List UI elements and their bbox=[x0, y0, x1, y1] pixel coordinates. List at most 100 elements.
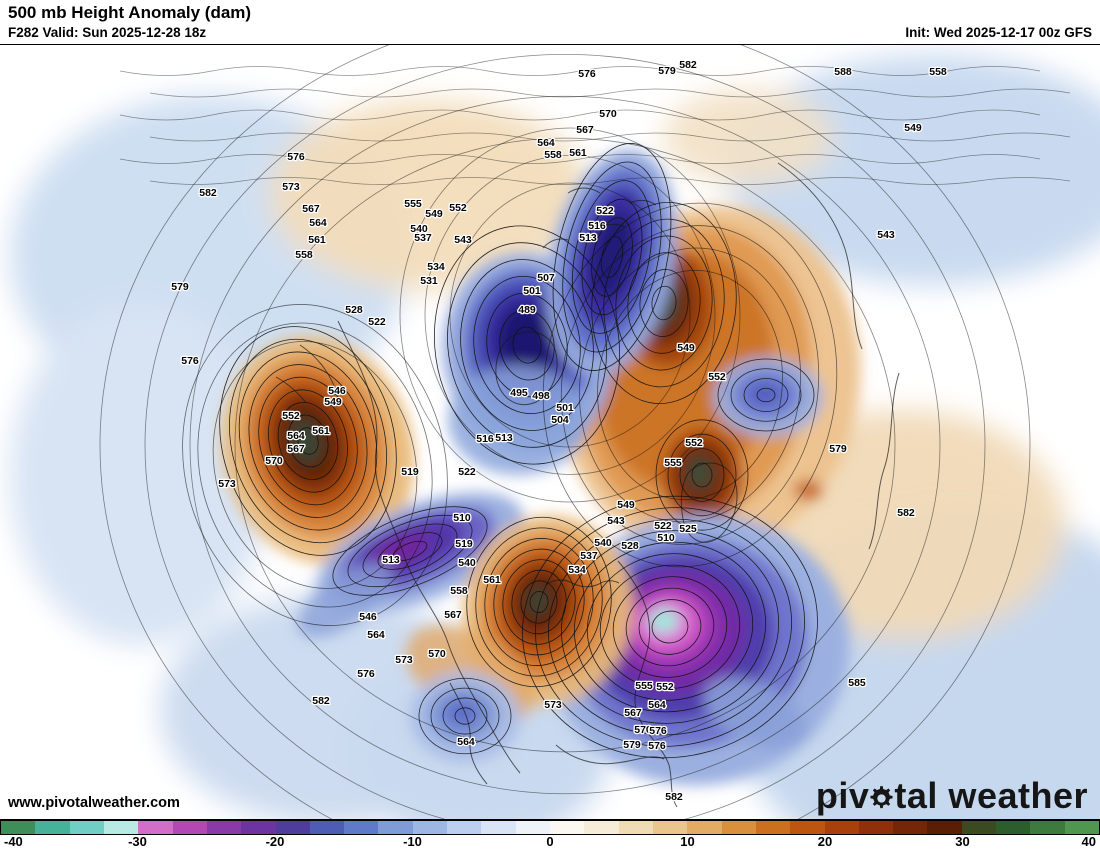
colorbar-segment bbox=[103, 821, 139, 834]
contour-label: 546 bbox=[359, 611, 377, 623]
contour-label: 531 bbox=[420, 275, 438, 287]
colorbar-segment bbox=[69, 821, 104, 834]
contour-label: 537 bbox=[414, 232, 432, 244]
contour-label: 555 bbox=[635, 680, 653, 692]
contour-label: 522 bbox=[654, 520, 672, 532]
colorbar-tick-label: -10 bbox=[403, 834, 422, 849]
contour-label: 513 bbox=[382, 554, 400, 566]
colorbar-tick-label: -30 bbox=[128, 834, 147, 849]
contour-label: 564 bbox=[367, 629, 385, 641]
contour-label: 564 bbox=[648, 699, 666, 711]
contour-label: 516 bbox=[588, 220, 606, 232]
colorbar-segment bbox=[584, 821, 619, 834]
colorbar-segment bbox=[996, 821, 1031, 834]
contour-label: 549 bbox=[324, 396, 342, 408]
colorbar-segment bbox=[927, 821, 962, 834]
contour-label: 564 bbox=[457, 736, 475, 748]
contour-label: 516 bbox=[476, 433, 494, 445]
colorbar: -40 -30 -20 -10 0 10 20 30 40 bbox=[0, 820, 1100, 850]
contour-label: 585 bbox=[848, 677, 866, 689]
contour-label: 582 bbox=[199, 187, 217, 199]
contour-label: 549 bbox=[425, 208, 443, 220]
contour-label: 522 bbox=[368, 316, 386, 328]
colorbar-segment bbox=[1064, 821, 1099, 834]
contour-label: 582 bbox=[312, 695, 330, 707]
contour-label: 549 bbox=[677, 342, 695, 354]
colorbar-segment bbox=[790, 821, 825, 834]
contour-label: 528 bbox=[345, 304, 363, 316]
contour-label: 540 bbox=[458, 557, 476, 569]
colorbar-segment bbox=[35, 821, 70, 834]
contour-label: 561 bbox=[483, 574, 501, 586]
colorbar-segment bbox=[618, 821, 653, 834]
colorbar-segment bbox=[378, 821, 413, 834]
contour-label: 576 bbox=[357, 668, 375, 680]
contour-label: 561 bbox=[569, 147, 587, 159]
contour-label: 579 bbox=[829, 443, 847, 455]
colorbar-tick-label: 10 bbox=[680, 834, 695, 849]
contour-label: 567 bbox=[576, 124, 594, 136]
contour-label: 576 bbox=[648, 740, 666, 752]
pivotal-weather-logo: piv tal weather bbox=[816, 775, 1088, 817]
map-header: 500 mb Height Anomaly (dam) F282 Valid: … bbox=[0, 0, 1100, 44]
contour-label: 543 bbox=[877, 229, 895, 241]
contour-label: 534 bbox=[568, 564, 586, 576]
contour-label: 570 bbox=[265, 455, 283, 467]
colorbar-segment bbox=[1030, 821, 1065, 834]
contour-label: 552 bbox=[449, 202, 467, 214]
colorbar-tick-label: -40 bbox=[4, 834, 23, 849]
contour-label: 573 bbox=[282, 181, 300, 193]
contour-label: 579 bbox=[658, 65, 676, 77]
contour-label: 495 bbox=[510, 387, 528, 399]
colorbar-segment bbox=[241, 821, 276, 834]
colorbar-segment bbox=[550, 821, 585, 834]
contour-label: 579 bbox=[171, 281, 189, 293]
colorbar-tick-label: 20 bbox=[817, 834, 833, 849]
contour-label: 555 bbox=[404, 198, 422, 210]
contour-label: 570 bbox=[599, 108, 617, 120]
contour-label: 567 bbox=[287, 443, 305, 455]
colorbar-tick-label: 40 bbox=[1081, 834, 1096, 849]
background-contours bbox=[119, 66, 1071, 185]
contour-label: 540 bbox=[410, 223, 428, 235]
contour-label: 546 bbox=[328, 385, 346, 397]
contour-label: 549 bbox=[904, 122, 922, 134]
contour-label: 543 bbox=[454, 234, 472, 246]
colorbar-segment bbox=[275, 821, 310, 834]
contour-label: 510 bbox=[657, 532, 675, 544]
contour-label: 552 bbox=[282, 410, 300, 422]
contour-label: 564 bbox=[537, 137, 555, 149]
colorbar-segment bbox=[1, 821, 36, 834]
colorbar-segment bbox=[893, 821, 928, 834]
contour-label: 570 bbox=[428, 648, 446, 660]
contour-label: 558 bbox=[544, 149, 562, 161]
contour-label: 519 bbox=[401, 466, 419, 478]
contour-label: 588 bbox=[834, 66, 852, 78]
colorbar-segment bbox=[206, 821, 242, 834]
contour-label: 567 bbox=[302, 203, 320, 215]
contour-label: 513 bbox=[495, 432, 513, 444]
contour-label: 573 bbox=[218, 478, 236, 490]
contour-label: 513 bbox=[579, 232, 597, 244]
colorbar-segment bbox=[755, 821, 791, 834]
contour-label: 576 bbox=[287, 151, 305, 163]
colorbar-segment bbox=[687, 821, 722, 834]
map-canvas: 582 579 576 588 558 570 567 564 558 561 576 573 582 5… bbox=[0, 44, 1100, 820]
contour-label: 564 bbox=[309, 217, 327, 229]
contour-label: 558 bbox=[450, 585, 468, 597]
init-time-label: Init: Wed 2025-12-17 00z GFS bbox=[905, 25, 1092, 40]
colorbar-segment bbox=[652, 821, 688, 834]
contour-label: 534 bbox=[427, 261, 445, 273]
colorbar-segment bbox=[172, 821, 207, 834]
contour-label: 552 bbox=[685, 437, 703, 449]
contour-label: 528 bbox=[621, 540, 639, 552]
contour-label: 549 bbox=[617, 499, 635, 511]
colorbar-tick-label: 0 bbox=[546, 834, 554, 849]
contour-label: 501 bbox=[556, 402, 574, 414]
contour-label: 519 bbox=[455, 538, 473, 550]
map-title: 500 mb Height Anomaly (dam) bbox=[8, 3, 252, 22]
contour-label: 552 bbox=[656, 681, 674, 693]
contour-label: 582 bbox=[665, 791, 683, 803]
